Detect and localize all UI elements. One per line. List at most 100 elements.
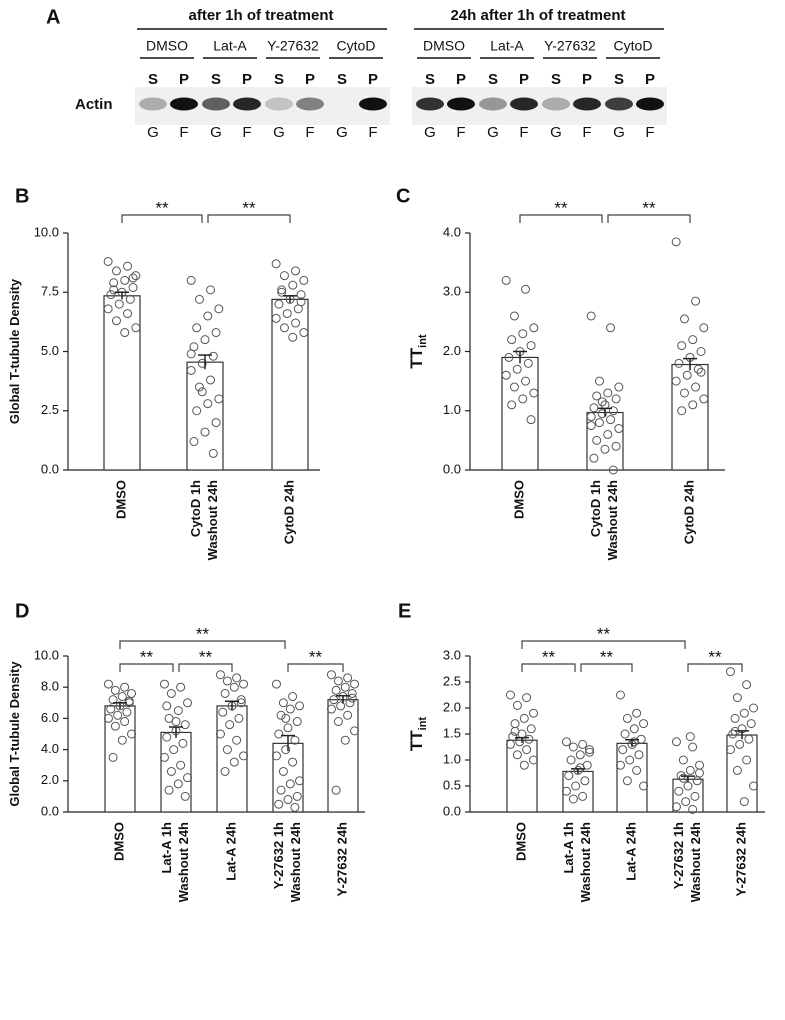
data-point (123, 309, 133, 319)
fraction-label: P (645, 71, 655, 88)
data-point (677, 341, 687, 351)
data-point (521, 284, 531, 294)
data-point (236, 698, 246, 708)
data-point (529, 708, 539, 718)
data-point (197, 387, 207, 397)
data-point (123, 261, 133, 271)
data-point (291, 266, 301, 276)
data-point (229, 682, 239, 692)
bar (272, 742, 304, 813)
blot-band (573, 97, 601, 111)
data-point (232, 735, 242, 745)
error-bar (115, 291, 129, 300)
data-point (608, 465, 618, 475)
data-point (239, 751, 249, 761)
significance-label: ** (196, 624, 210, 643)
x-tick-label: CytoD 1h (588, 480, 603, 537)
data-point (278, 698, 288, 708)
data-point (299, 328, 309, 338)
data-point (200, 335, 210, 345)
data-point (103, 679, 113, 689)
data-point (326, 670, 336, 680)
y-tick-label: 3.0 (443, 284, 461, 299)
data-point (186, 275, 196, 285)
significance-bracket (521, 640, 686, 649)
error-bar (681, 775, 695, 783)
data-point (688, 335, 698, 345)
y-axis-label-sub: int (417, 717, 429, 731)
data-point (103, 304, 113, 314)
significance-bracket (178, 663, 233, 672)
significance-bracket (521, 663, 576, 672)
y-tick-label: 2.5 (41, 402, 59, 417)
data-point (744, 734, 754, 744)
fraction-label: P (519, 71, 529, 88)
data-point (110, 685, 120, 695)
data-point (288, 692, 298, 702)
data-point (282, 309, 292, 319)
data-point (512, 750, 522, 760)
data-point (575, 763, 585, 773)
data-point (171, 717, 181, 727)
data-point (343, 710, 353, 720)
data-point (529, 388, 539, 398)
data-point (611, 394, 621, 404)
data-point (295, 701, 305, 711)
data-point (728, 729, 738, 739)
data-point (561, 737, 571, 747)
data-point (192, 406, 202, 416)
data-point (693, 364, 703, 374)
data-point (568, 742, 578, 752)
group-title: 24h after 1h of treatment (450, 7, 625, 24)
data-point (681, 797, 691, 807)
state-label: F (368, 124, 377, 141)
blot-band (510, 97, 538, 111)
data-point (103, 256, 113, 266)
treatment-label: Y-27632 (267, 38, 319, 54)
treatment-label: Lat-A (490, 38, 524, 54)
significance-label: ** (542, 647, 556, 666)
x-tick-label: Washout 24h (688, 822, 703, 902)
data-point (128, 283, 138, 293)
significance-bracket (121, 214, 203, 223)
data-point (110, 721, 120, 731)
state-label: F (519, 124, 528, 141)
y-tick-label: 2.0 (443, 699, 461, 714)
data-point (347, 693, 357, 703)
x-tick-label: Washout 24h (288, 822, 303, 902)
error-bar (113, 702, 127, 710)
x-tick-label: Y-27632 1h (671, 822, 686, 889)
blot-band (605, 97, 633, 111)
data-point (501, 275, 511, 285)
x-tick-label: Washout 24h (176, 822, 191, 902)
data-point (208, 351, 218, 361)
data-point (509, 311, 519, 321)
data-point (131, 271, 141, 281)
bar (506, 739, 538, 813)
data-point (685, 765, 695, 775)
state-label: G (487, 124, 499, 141)
data-point (296, 297, 306, 307)
error-bar (336, 695, 350, 704)
data-point (746, 719, 756, 729)
data-point (566, 755, 576, 765)
data-point (206, 285, 216, 295)
data-point (222, 745, 232, 755)
data-point (529, 323, 539, 333)
y-axis-label-main: TT (407, 730, 426, 751)
data-point (114, 299, 124, 309)
data-point (340, 735, 350, 745)
data-point (225, 720, 235, 730)
data-point (292, 717, 302, 727)
y-tick-label: 0.0 (443, 803, 461, 818)
data-point (600, 444, 610, 454)
data-point (336, 701, 346, 711)
data-point (329, 695, 339, 705)
data-point (200, 427, 210, 437)
data-point (518, 329, 528, 339)
x-tick-label: Y-27632 1h (271, 822, 286, 889)
data-point (178, 738, 188, 748)
data-point (578, 739, 588, 749)
error-bar (513, 350, 527, 364)
